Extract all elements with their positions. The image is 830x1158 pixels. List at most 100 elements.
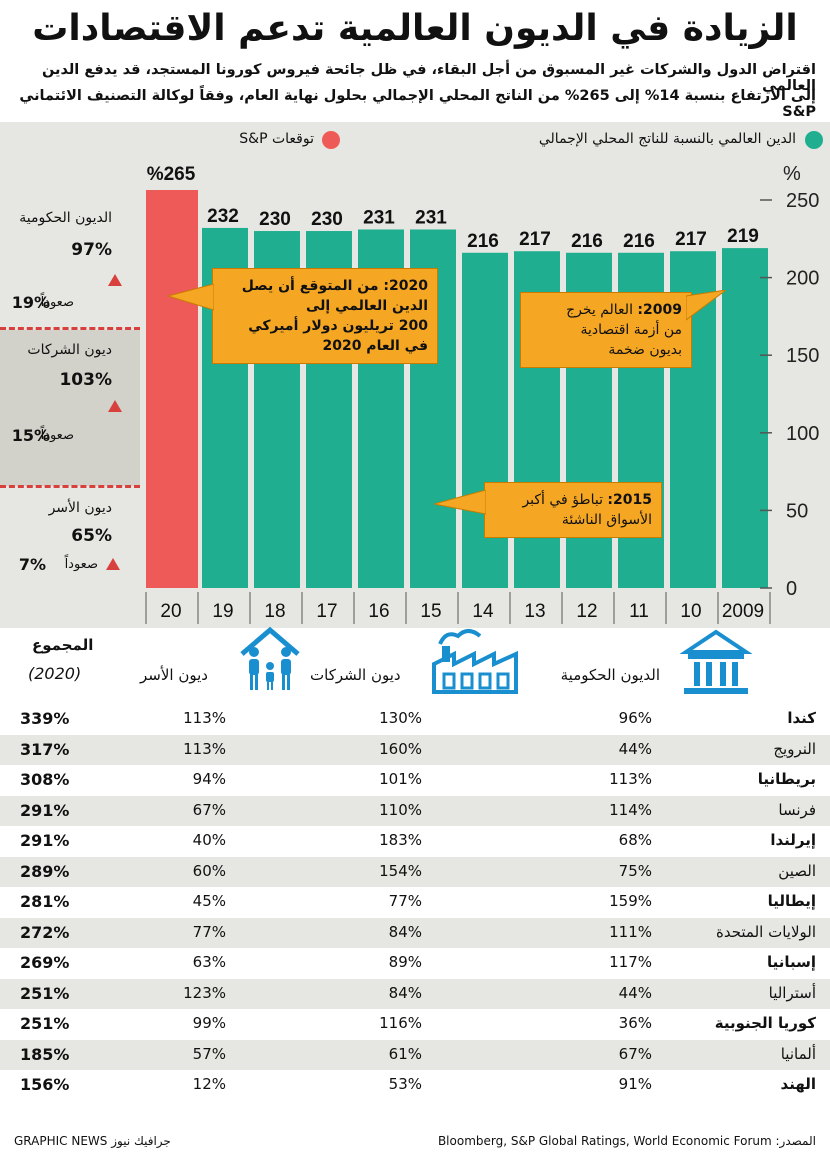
corp-up-label: صعوداً [40, 428, 74, 443]
separator-line-2 [0, 485, 140, 488]
household-up-label: صعوداً [64, 557, 98, 572]
table-row: كوريا الجنوبية 36% 116% 99% 251% [0, 1009, 830, 1039]
header-total-year: (2020) [28, 664, 82, 683]
corp-debt-cell: 183% [379, 831, 422, 849]
bar-value-14: 216 [467, 231, 499, 252]
country-cell: إسبانيا [766, 953, 816, 971]
x-tick-label-20: 20 [160, 601, 181, 622]
gov-debt-cell: 159% [609, 892, 652, 910]
gov-up-icon [108, 274, 122, 286]
household-debt-cell: 67% [192, 800, 226, 819]
bar-value-18: 230 [259, 209, 291, 230]
country-cell: أستراليا [768, 983, 816, 1002]
callout-2009-pointer [686, 290, 726, 321]
household-debt-cell: 63% [192, 953, 226, 971]
callout-2015-text1: تباطؤ في أكبر [522, 492, 608, 508]
x-tick-label-15: 15 [420, 601, 441, 622]
gov-debt-cell: 68% [618, 831, 652, 849]
household-debt-label: ديون الأسر [48, 500, 112, 516]
legend-green-label: الدين العالمي بالنسبة للناتج المحلي الإج… [538, 131, 796, 147]
gov-debt-cell: 117% [609, 953, 652, 971]
household-debt-cell: 123% [183, 983, 226, 1002]
country-cell: إيرلندا [770, 831, 816, 849]
total-cell: 308% [20, 770, 70, 789]
corp-debt-cell: 84% [388, 922, 422, 941]
gov-debt-pct: 97% [71, 240, 112, 260]
x-tick-label-14: 14 [472, 601, 494, 622]
header-gov: الديون الحكومية [560, 666, 660, 684]
country-cell: كوريا الجنوبية [714, 1014, 816, 1032]
y-tick-label-50: 50 [786, 500, 808, 522]
callout-2009: 2009: العالم يخرج من أزمة اقتصادية بديون… [520, 292, 692, 368]
bar-value-12: 216 [571, 231, 603, 252]
gov-debt-cell: 111% [609, 922, 652, 941]
household-debt-cell: 113% [183, 739, 226, 758]
legend-red-marker [322, 131, 340, 149]
total-cell: 272% [20, 922, 70, 942]
callout-2009-year: 2009: [637, 302, 682, 318]
x-tick-label-16: 16 [368, 601, 389, 622]
callout-2015: 2015: تباطؤ في أكبر الأسواق الناشئة [484, 482, 662, 538]
callout-2015-text2: الأسواق الناشئة [561, 512, 652, 528]
total-cell: 251% [20, 1014, 70, 1033]
corp-debt-cell: 84% [388, 983, 422, 1002]
table-row: فرنسا 114% 110% 67% 291% [0, 795, 830, 826]
household-up-icon [106, 558, 120, 570]
x-tick-label-18: 18 [264, 601, 285, 622]
subtitle-line-2: إلى الارتفاع بنسبة 14% إلى 265% من النات… [19, 88, 816, 120]
y-tick-label-150: 150 [786, 345, 819, 367]
x-tick-label-11: 11 [629, 601, 649, 622]
table-row: إسبانيا 117% 89% 63% 269% [0, 948, 830, 978]
x-tick-label-12: 12 [576, 601, 597, 622]
corp-debt-cell: 160% [379, 739, 422, 758]
household-debt-cell: 94% [192, 770, 226, 788]
corp-debt-cell: 154% [379, 861, 422, 880]
total-cell: 339% [20, 709, 70, 728]
callout-2020-text1: من المتوقع أن يصل [241, 278, 384, 294]
gov-debt-label: الديون الحكومية [19, 210, 112, 226]
household-debt-cell: 12% [192, 1075, 226, 1093]
gov-up-pct: 19% [11, 293, 50, 312]
separator-line-1 [0, 327, 140, 330]
household-debt-cell: 60% [192, 861, 226, 880]
total-cell: 291% [20, 831, 70, 850]
total-cell: 281% [20, 892, 70, 911]
legend-green-marker [805, 131, 823, 149]
total-cell: 156% [20, 1075, 70, 1094]
corp-debt-cell: 130% [379, 709, 422, 727]
family-house-icon [240, 626, 300, 690]
country-cell: إيطاليا [767, 892, 816, 910]
country-cell: فرنسا [778, 800, 816, 819]
gov-debt-cell: 75% [618, 861, 652, 880]
source-credit: المصدر: Bloomberg, S&P Global Ratings, W… [437, 1134, 816, 1148]
callout-2020-year: 2020: [383, 278, 428, 294]
gov-debt-cell: 113% [609, 770, 652, 788]
total-cell: 251% [20, 983, 70, 1003]
table-row: الولايات المتحدة 111% 84% 77% 272% [0, 917, 830, 948]
y-axis-unit-label: % [783, 163, 801, 185]
bar-value-2009: 219 [727, 226, 759, 247]
callout-2015-pointer [434, 490, 486, 515]
bar-value-20: %265 [147, 164, 196, 185]
callout-2020-text2: الدين العالمي إلى [306, 298, 428, 314]
table-row: إيطاليا 159% 77% 45% 281% [0, 887, 830, 917]
corp-debt-pct: 103% [59, 370, 112, 390]
bar-20 [146, 190, 198, 588]
bar-value-15: 231 [415, 207, 447, 228]
bar-value-19: 232 [207, 206, 239, 227]
callout-2009-text3: بديون ضخمة [608, 342, 682, 358]
total-cell: 185% [20, 1044, 70, 1064]
factory-icon [432, 629, 518, 694]
y-tick-label-200: 200 [786, 268, 819, 290]
corp-debt-label: ديون الشركات [27, 342, 112, 358]
total-cell: 291% [20, 800, 70, 820]
country-cell: النرويج [773, 739, 816, 758]
x-tick-label-17: 17 [316, 601, 337, 622]
table-row: كندا 96% 130% 113% 339% [0, 704, 830, 734]
gov-debt-cell: 36% [618, 1014, 652, 1032]
household-debt-cell: 45% [192, 892, 226, 910]
gov-debt-cell: 44% [618, 739, 652, 758]
total-cell: 289% [20, 861, 70, 881]
household-debt-cell: 57% [192, 1044, 226, 1063]
total-cell: 269% [20, 953, 70, 972]
